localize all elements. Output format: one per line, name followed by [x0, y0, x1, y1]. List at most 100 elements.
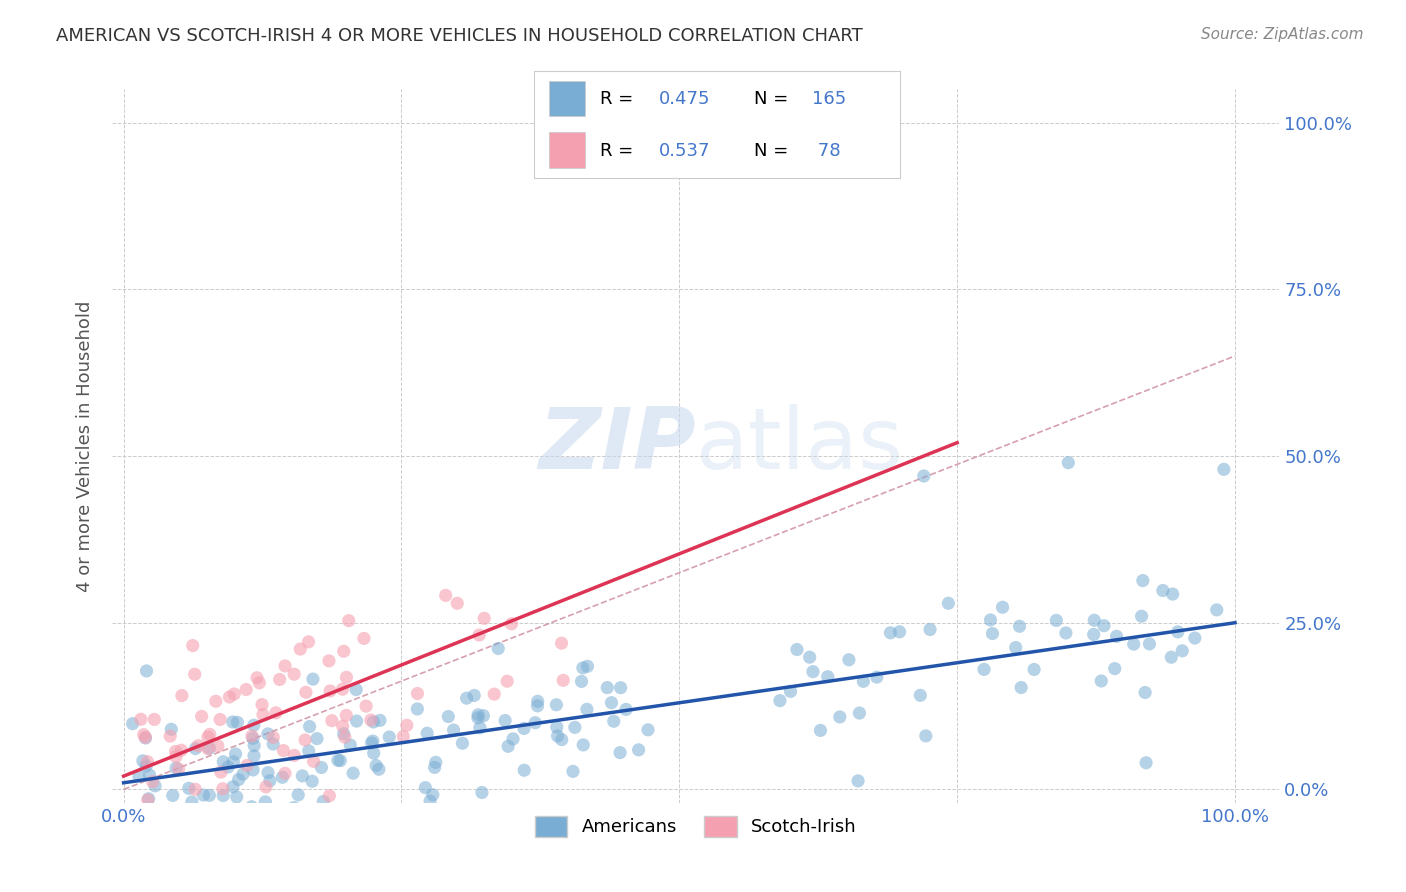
Americans [627, 743, 650, 757]
Americans [361, 734, 384, 748]
Americans [571, 674, 593, 689]
Americans [332, 727, 354, 741]
Americans [817, 670, 839, 684]
Americans [311, 760, 333, 774]
Americans [1092, 618, 1115, 632]
Americans [1045, 614, 1067, 628]
Americans [1054, 626, 1077, 640]
Americans [416, 726, 439, 740]
Scotch-Irish [187, 739, 209, 753]
Americans [1104, 662, 1126, 676]
Americans [513, 764, 536, 778]
Americans [366, 758, 388, 772]
Scotch-Irish [197, 730, 219, 744]
Scotch-Irish [274, 659, 297, 673]
Scotch-Irish [127, 809, 149, 823]
Scotch-Irish [332, 644, 354, 658]
Americans [1167, 624, 1189, 639]
Scotch-Irish [553, 673, 575, 688]
Americans [228, 809, 250, 823]
Americans [291, 769, 314, 783]
Scotch-Irish [250, 698, 273, 712]
Americans [368, 714, 391, 728]
Scotch-Irish [254, 780, 277, 794]
Scotch-Irish [392, 730, 415, 744]
Scotch-Irish [246, 671, 269, 685]
Scotch-Irish [496, 674, 519, 689]
FancyBboxPatch shape [548, 81, 585, 116]
Scotch-Irish [472, 611, 495, 625]
Americans [302, 672, 325, 686]
Americans [879, 625, 901, 640]
Americans [468, 721, 491, 735]
Americans [298, 744, 321, 758]
Scotch-Irish [873, 109, 896, 123]
Text: R =: R = [600, 142, 640, 160]
Americans [467, 707, 489, 722]
Americans [1022, 663, 1045, 677]
Americans [257, 765, 280, 780]
Scotch-Irish [184, 804, 207, 818]
Americans [1133, 685, 1156, 699]
Americans [852, 674, 875, 689]
Text: ZIP: ZIP [538, 404, 696, 488]
Americans [225, 747, 247, 761]
Americans [486, 641, 509, 656]
Americans [828, 710, 851, 724]
Scotch-Irish [170, 743, 193, 757]
Scotch-Irish [132, 728, 155, 742]
Americans [260, 809, 283, 823]
FancyBboxPatch shape [548, 132, 585, 168]
Americans [786, 642, 808, 657]
Americans [1057, 456, 1080, 470]
Scotch-Irish [468, 628, 491, 642]
Americans [779, 684, 801, 698]
Americans [576, 659, 599, 673]
Scotch-Irish [360, 713, 382, 727]
Americans [160, 723, 183, 737]
Americans [472, 708, 495, 723]
Americans [222, 780, 245, 794]
Scotch-Irish [501, 616, 523, 631]
Americans [1090, 673, 1112, 688]
Americans [135, 664, 157, 678]
Americans [271, 770, 294, 784]
Americans [142, 805, 165, 819]
Americans [242, 731, 264, 746]
Americans [463, 689, 485, 703]
Americans [132, 754, 155, 768]
Americans [991, 600, 1014, 615]
Text: atlas: atlas [696, 404, 904, 488]
Americans [918, 623, 941, 637]
Scotch-Irish [335, 708, 357, 723]
Scotch-Irish [252, 707, 274, 722]
Americans [363, 746, 385, 760]
Scotch-Irish [209, 713, 232, 727]
Americans [222, 755, 245, 769]
Scotch-Irish [167, 762, 190, 776]
Americans [228, 772, 250, 787]
Americans [305, 731, 328, 746]
Scotch-Irish [129, 712, 152, 726]
Scotch-Irish [236, 758, 259, 772]
Americans [914, 729, 936, 743]
Americans [1161, 587, 1184, 601]
Americans [1184, 631, 1206, 645]
Americans [406, 702, 429, 716]
Americans [513, 722, 536, 736]
Scotch-Irish [332, 719, 354, 733]
Americans [526, 694, 548, 708]
Scotch-Irish [159, 729, 181, 743]
Text: 165: 165 [813, 90, 846, 108]
Americans [243, 748, 266, 763]
Scotch-Irish [434, 588, 457, 602]
Scotch-Irish [198, 727, 221, 741]
Americans [194, 809, 217, 823]
Scotch-Irish [333, 730, 356, 744]
Americans [524, 715, 547, 730]
Americans [326, 753, 349, 767]
Text: N =: N = [754, 90, 793, 108]
Scotch-Irish [143, 713, 166, 727]
Americans [415, 780, 437, 795]
Americans [283, 800, 305, 814]
